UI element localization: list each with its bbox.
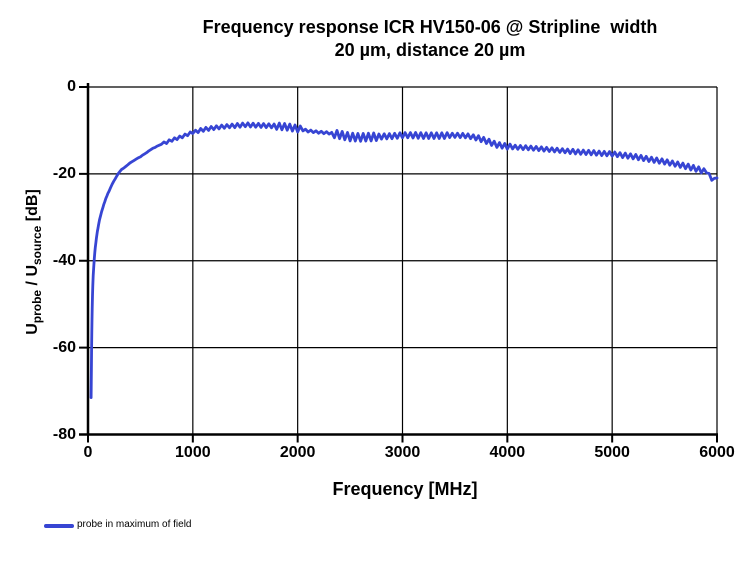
legend-label: probe in maximum of field xyxy=(77,519,192,530)
y-tick-label--60: -60 xyxy=(52,338,76,356)
x-tick-label-0: 0 xyxy=(83,444,93,461)
y-tick-label--40: -40 xyxy=(52,251,76,269)
x-tick-label-6000: 6000 xyxy=(699,444,735,461)
x-tick-label-1000: 1000 xyxy=(175,444,211,461)
chart-title: Frequency response ICR HV150-06 @ Stripl… xyxy=(110,16,750,62)
y-tick-label--20: -20 xyxy=(52,164,76,182)
y-tick-label--80: -80 xyxy=(52,425,76,443)
chart-title-line1: Frequency response ICR HV150-06 @ Stripl… xyxy=(202,17,658,37)
x-tick-label-2000: 2000 xyxy=(279,444,316,461)
chart-title-line2: 20 µm, distance 20 µm xyxy=(334,40,526,60)
series-line-probe-in-maximum-of-field xyxy=(89,121,719,400)
y-axis-title: Uprobe / Usource [dB] xyxy=(24,189,45,335)
x-axis-title: Frequency [MHz] xyxy=(332,479,478,499)
x-tick-label-5000: 5000 xyxy=(594,444,630,461)
x-tick-label-3000: 3000 xyxy=(384,444,421,461)
legend-line-sample xyxy=(44,524,74,528)
x-tick-label-4000: 4000 xyxy=(489,444,526,461)
y-tick-label-0: 0 xyxy=(67,78,76,95)
